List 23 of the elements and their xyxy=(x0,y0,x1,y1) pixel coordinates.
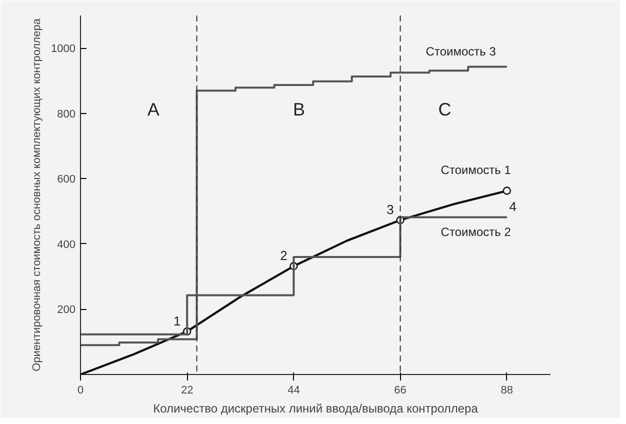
x-tick-label: 22 xyxy=(180,384,194,396)
annotation: 1 xyxy=(173,313,181,328)
y-tick-label: 800 xyxy=(57,108,76,120)
x-tick-label: 66 xyxy=(394,384,406,396)
y-tick-label: 400 xyxy=(57,238,76,251)
series-label: Стоимость 2 xyxy=(440,225,512,240)
annotation: B xyxy=(293,100,306,120)
annotation: 2 xyxy=(280,248,288,264)
x-tick-label: 44 xyxy=(288,384,300,396)
x-tick-label: 88 xyxy=(500,384,514,396)
x-tick-label: 0 xyxy=(77,384,84,396)
point xyxy=(502,186,511,195)
y-tick-label: 600 xyxy=(57,174,76,186)
y-tick-label: 1000 xyxy=(51,43,76,56)
series-label: Стоимость 3 xyxy=(426,44,496,59)
y-axis-title: Ориентировочная стоимость основных комплектующих контроллера xyxy=(31,18,44,372)
annotation: C xyxy=(438,100,452,120)
series-label: Стоимость 1 xyxy=(440,162,512,177)
x-axis-title: Количество дискретных линий ввода/вывода контроллера xyxy=(153,402,478,416)
y-tick-label: 200 xyxy=(57,304,76,316)
annotation: A xyxy=(147,100,160,120)
annotation: 4 xyxy=(509,198,517,214)
annotation: 3 xyxy=(386,202,394,218)
